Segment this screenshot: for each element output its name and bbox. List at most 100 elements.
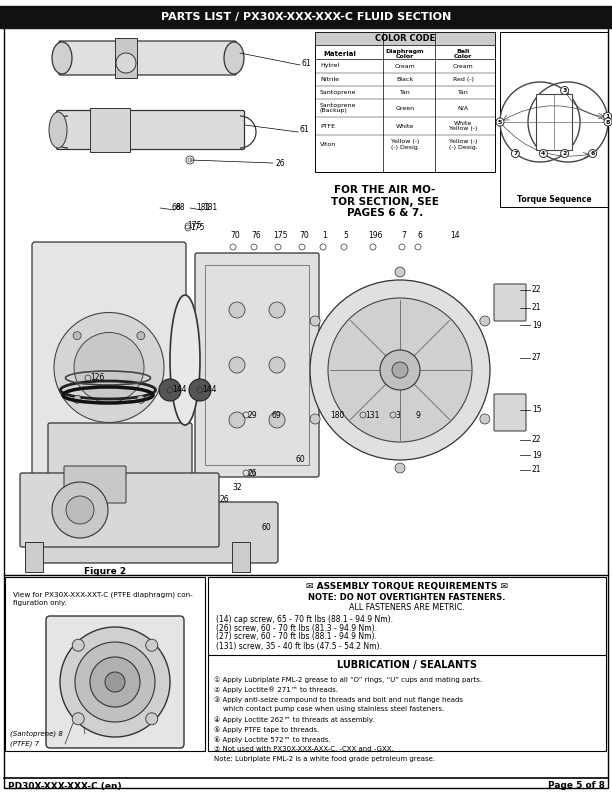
Text: Diaphragm
Color: Diaphragm Color — [386, 48, 424, 59]
Text: NOTE: DO NOT OVERTIGHTEN FASTENERS.: NOTE: DO NOT OVERTIGHTEN FASTENERS. — [308, 593, 506, 603]
Ellipse shape — [170, 295, 200, 425]
Circle shape — [310, 280, 490, 460]
Text: Tan: Tan — [400, 90, 411, 95]
Text: Santoprene: Santoprene — [320, 90, 356, 95]
Text: 70: 70 — [299, 230, 309, 239]
FancyBboxPatch shape — [64, 466, 126, 503]
Text: Cream: Cream — [453, 63, 473, 68]
Circle shape — [60, 627, 170, 737]
Text: 126: 126 — [90, 374, 105, 383]
FancyBboxPatch shape — [494, 394, 526, 431]
Text: (131) screw, 35 - 40 ft lbs (47.5 - 54.2 Nm).: (131) screw, 35 - 40 ft lbs (47.5 - 54.2… — [216, 642, 382, 650]
Bar — [500, 32, 608, 207]
Bar — [315, 32, 495, 172]
Text: N/A: N/A — [457, 105, 469, 111]
Bar — [205, 265, 309, 465]
Text: Figure 2: Figure 2 — [84, 566, 126, 576]
Text: Tan: Tan — [458, 90, 468, 95]
Text: Red (-): Red (-) — [452, 77, 474, 82]
Text: 181: 181 — [196, 204, 211, 212]
Text: 76: 76 — [251, 230, 261, 239]
Text: Black: Black — [397, 77, 414, 82]
FancyBboxPatch shape — [195, 253, 319, 477]
Circle shape — [269, 412, 285, 428]
Text: ③ Apply anti-seize compound to threads and bolt and nut flange heads: ③ Apply anti-seize compound to threads a… — [214, 696, 463, 703]
Circle shape — [496, 118, 504, 126]
Text: 175: 175 — [187, 222, 201, 230]
Text: 26: 26 — [248, 469, 258, 478]
Circle shape — [395, 267, 405, 277]
Text: (PTFE) 7: (PTFE) 7 — [10, 741, 39, 747]
Text: Note: Lubriplate FML-2 is a white food grade petroleum grease.: Note: Lubriplate FML-2 is a white food g… — [214, 756, 435, 762]
Circle shape — [395, 463, 405, 473]
Text: 27: 27 — [532, 353, 542, 363]
Text: 131: 131 — [365, 410, 379, 420]
Circle shape — [189, 379, 211, 401]
Circle shape — [66, 496, 94, 524]
Circle shape — [328, 298, 472, 442]
Circle shape — [603, 112, 611, 120]
Circle shape — [512, 150, 520, 158]
Circle shape — [392, 362, 408, 378]
Circle shape — [52, 482, 108, 538]
Circle shape — [159, 379, 181, 401]
Text: 3: 3 — [395, 410, 400, 420]
Bar — [232, 542, 250, 572]
Text: ALL FASTENERS ARE METRIC.: ALL FASTENERS ARE METRIC. — [349, 604, 465, 612]
Circle shape — [73, 395, 81, 403]
Circle shape — [604, 118, 612, 126]
Text: (14) cap screw, 65 - 70 ft lbs (88.1 - 94.9 Nm).: (14) cap screw, 65 - 70 ft lbs (88.1 - 9… — [216, 615, 393, 623]
Bar — [5, 577, 205, 751]
Text: Torque Sequence: Torque Sequence — [517, 196, 591, 204]
Text: 19: 19 — [532, 451, 542, 459]
Text: 22: 22 — [532, 285, 542, 295]
FancyBboxPatch shape — [48, 423, 192, 482]
Text: 7: 7 — [401, 230, 406, 239]
Text: which contact pump case when using stainless steel fasteners.: which contact pump case when using stain… — [214, 706, 444, 712]
Text: 144: 144 — [172, 386, 187, 394]
Text: 69: 69 — [272, 410, 282, 420]
Text: 5: 5 — [343, 230, 348, 239]
Circle shape — [54, 313, 164, 422]
Circle shape — [75, 642, 155, 722]
Text: 15: 15 — [532, 406, 542, 414]
Text: Viton: Viton — [320, 142, 336, 147]
FancyBboxPatch shape — [32, 242, 186, 493]
Bar — [5, 32, 607, 570]
Circle shape — [72, 713, 84, 725]
Text: 8: 8 — [606, 120, 610, 124]
Text: LUBRICATION / SEALANTS: LUBRICATION / SEALANTS — [337, 660, 477, 670]
Text: 61: 61 — [300, 125, 310, 135]
Text: Cream: Cream — [395, 63, 416, 68]
Text: ④ Apply Loctite 262™ to threads at assembly.: ④ Apply Loctite 262™ to threads at assem… — [214, 716, 375, 722]
Circle shape — [229, 357, 245, 373]
Circle shape — [310, 316, 320, 326]
Text: Yellow (-)
(-) Desig.: Yellow (-) (-) Desig. — [390, 139, 419, 150]
Text: ⑤ Apply PTFE tape to threads.: ⑤ Apply PTFE tape to threads. — [214, 726, 319, 733]
Bar — [315, 32, 495, 45]
Text: FOR THE AIR MO-
TOR SECTION, SEE
PAGES 6 & 7.: FOR THE AIR MO- TOR SECTION, SEE PAGES 6… — [331, 185, 439, 219]
Circle shape — [146, 639, 158, 651]
Text: 1: 1 — [323, 230, 327, 239]
Text: 175: 175 — [273, 230, 287, 239]
Text: Page 5 of 8: Page 5 of 8 — [548, 782, 605, 790]
Text: 7: 7 — [513, 151, 518, 156]
Text: ✉ ASSEMBLY TORQUE REQUIREMENTS ✉: ✉ ASSEMBLY TORQUE REQUIREMENTS ✉ — [306, 582, 508, 592]
Text: 180: 180 — [330, 410, 345, 420]
Text: 32: 32 — [232, 482, 242, 492]
Text: 60: 60 — [295, 455, 305, 464]
Text: 21: 21 — [532, 303, 542, 313]
Circle shape — [480, 414, 490, 424]
Circle shape — [589, 150, 597, 158]
Text: ⑥ Apply Loctite 572™ to threads.: ⑥ Apply Loctite 572™ to threads. — [214, 736, 330, 743]
Text: 196: 196 — [368, 230, 382, 239]
Text: 175: 175 — [190, 223, 204, 233]
FancyBboxPatch shape — [46, 616, 184, 748]
FancyBboxPatch shape — [20, 473, 219, 547]
Text: 19: 19 — [532, 321, 542, 329]
Circle shape — [74, 333, 144, 402]
Circle shape — [310, 414, 320, 424]
Text: Nitrile: Nitrile — [320, 77, 339, 82]
Text: (27) screw, 60 - 70 ft lbs (88.1 - 94.9 Nm).: (27) screw, 60 - 70 ft lbs (88.1 - 94.9 … — [216, 633, 377, 642]
Text: ② Apply Loctite® 271™ to threads.: ② Apply Loctite® 271™ to threads. — [214, 686, 338, 693]
